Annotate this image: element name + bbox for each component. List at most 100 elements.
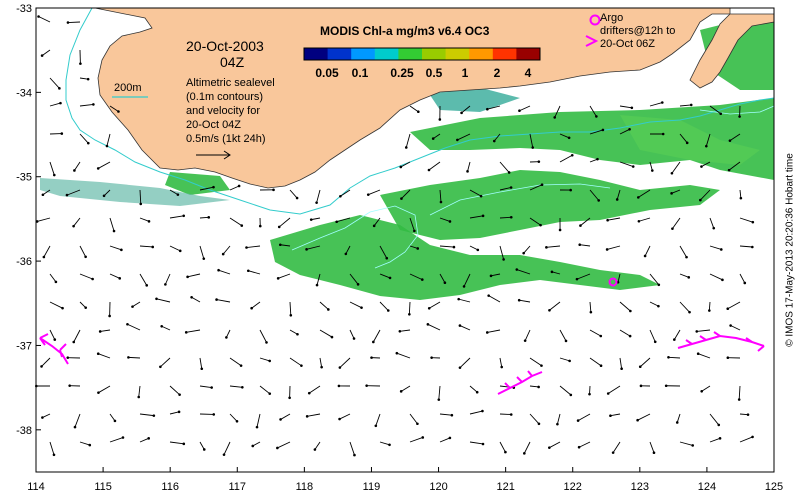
velocity-arrow [607,217,621,221]
contour-layer [65,7,775,269]
velocity-arrow [169,245,181,252]
velocity-arrow [314,441,321,450]
velocity-arrowhead [113,419,117,423]
velocity-arrow [246,245,261,248]
x-tick-label: 117 [228,481,246,493]
velocity-arrow [499,216,512,219]
velocity-arrow [738,385,741,400]
velocity-arrowhead [241,385,244,389]
velocity-arrow [709,245,722,250]
velocity-arrowhead [687,276,691,279]
velocity-arrow [161,325,171,331]
velocity-arrowhead [73,425,77,429]
velocity-arrowhead [225,336,228,339]
velocity-arrow [160,357,171,368]
velocity-arrow [524,329,531,341]
velocity-arrowhead [751,435,754,439]
velocity-arrow [139,413,154,417]
velocity-arrowhead [147,437,150,440]
velocity-arrowhead [691,444,695,447]
velocity-arrow [619,161,634,167]
velocity-arrowhead [479,194,483,198]
velocity-arrowhead [628,334,632,338]
velocity-arrowhead [139,202,143,206]
velocity-arrowhead [151,245,155,249]
velocity-arrow [610,413,621,417]
velocity-arrow [109,413,116,422]
velocity-arrow [339,413,351,420]
velocity-arrowhead [448,436,452,440]
velocity-arrow [499,187,512,191]
velocity-arrow [103,189,111,197]
velocity-arrow [499,245,505,260]
velocity-arrow [671,161,681,174]
velocity-arrow [306,245,321,250]
velocity-arrow [729,133,741,142]
velocity-arrow [109,105,119,112]
velocity-arrowhead [500,365,504,369]
velocity-arrow [396,352,411,359]
velocity-arrow [316,189,321,203]
velocity-arrow [229,357,242,366]
velocity-arrowhead [58,87,61,90]
colorbar-segment [516,48,541,60]
velocity-arrowhead [251,444,255,448]
colorbar-segment [492,48,517,60]
velocity-arrow [529,217,541,226]
velocity-arrowhead [339,194,342,198]
velocity-arrow [74,413,81,428]
velocity-arrow [578,441,591,448]
velocity-arrow [289,329,298,335]
velocity-arrow [375,413,381,426]
velocity-arrow [259,329,267,343]
velocity-arrowhead [452,245,456,249]
plot-frame [35,7,775,473]
velocity-arrowhead [515,268,519,271]
velocity-arrowhead [481,409,484,413]
velocity-arrowhead [719,248,723,251]
velocity-arrow [280,244,291,247]
velocity-arrow [673,329,681,340]
velocity-arrow [401,189,411,199]
velocity-arrow [679,301,690,313]
velocity-arrowhead [374,424,378,428]
velocity-arrow [469,410,483,415]
velocity-arrow [739,245,753,248]
velocity-arrow [41,49,51,56]
velocity-arrow [41,357,51,367]
velocity-arrow [400,161,411,168]
velocity-arrow [349,301,362,309]
velocity-arrowhead [458,324,462,327]
velocity-arrow [638,189,651,198]
velocity-arrow [709,217,715,229]
velocity-arrow [739,273,746,284]
velocity-arrowhead [517,298,521,302]
colorbar-segment [327,48,352,60]
velocity-arrowhead [420,278,424,281]
velocity-arrowhead [88,443,92,447]
velocity-arrowhead [688,310,691,314]
velocity-arrow [559,357,570,362]
velocity-arrowhead [160,324,163,328]
velocity-arrowhead [72,224,75,228]
velocity-arrowhead [92,103,95,106]
argo-legend-line: 20-Oct 06Z [600,38,656,50]
velocity-arrow [42,189,51,196]
velocity-arrow [649,273,660,286]
velocity-arrow [379,441,390,446]
velocity-arrowhead [268,359,271,363]
velocity-arrowhead [643,254,647,258]
velocity-arrow [576,273,591,280]
eyre-peninsula [689,13,775,89]
velocity-arrow [679,133,688,144]
velocity-arrowhead [751,220,755,224]
velocity-arrowhead [631,165,635,168]
velocity-arrowhead [726,356,730,360]
velocity-arrowhead [431,137,435,140]
velocity-arrowhead [553,116,557,119]
velocity-arrow [649,329,656,342]
velocity-arrowhead [40,365,43,368]
velocity-arrow [728,161,741,171]
velocity-arrow [439,217,451,222]
velocity-arrow [589,158,598,163]
